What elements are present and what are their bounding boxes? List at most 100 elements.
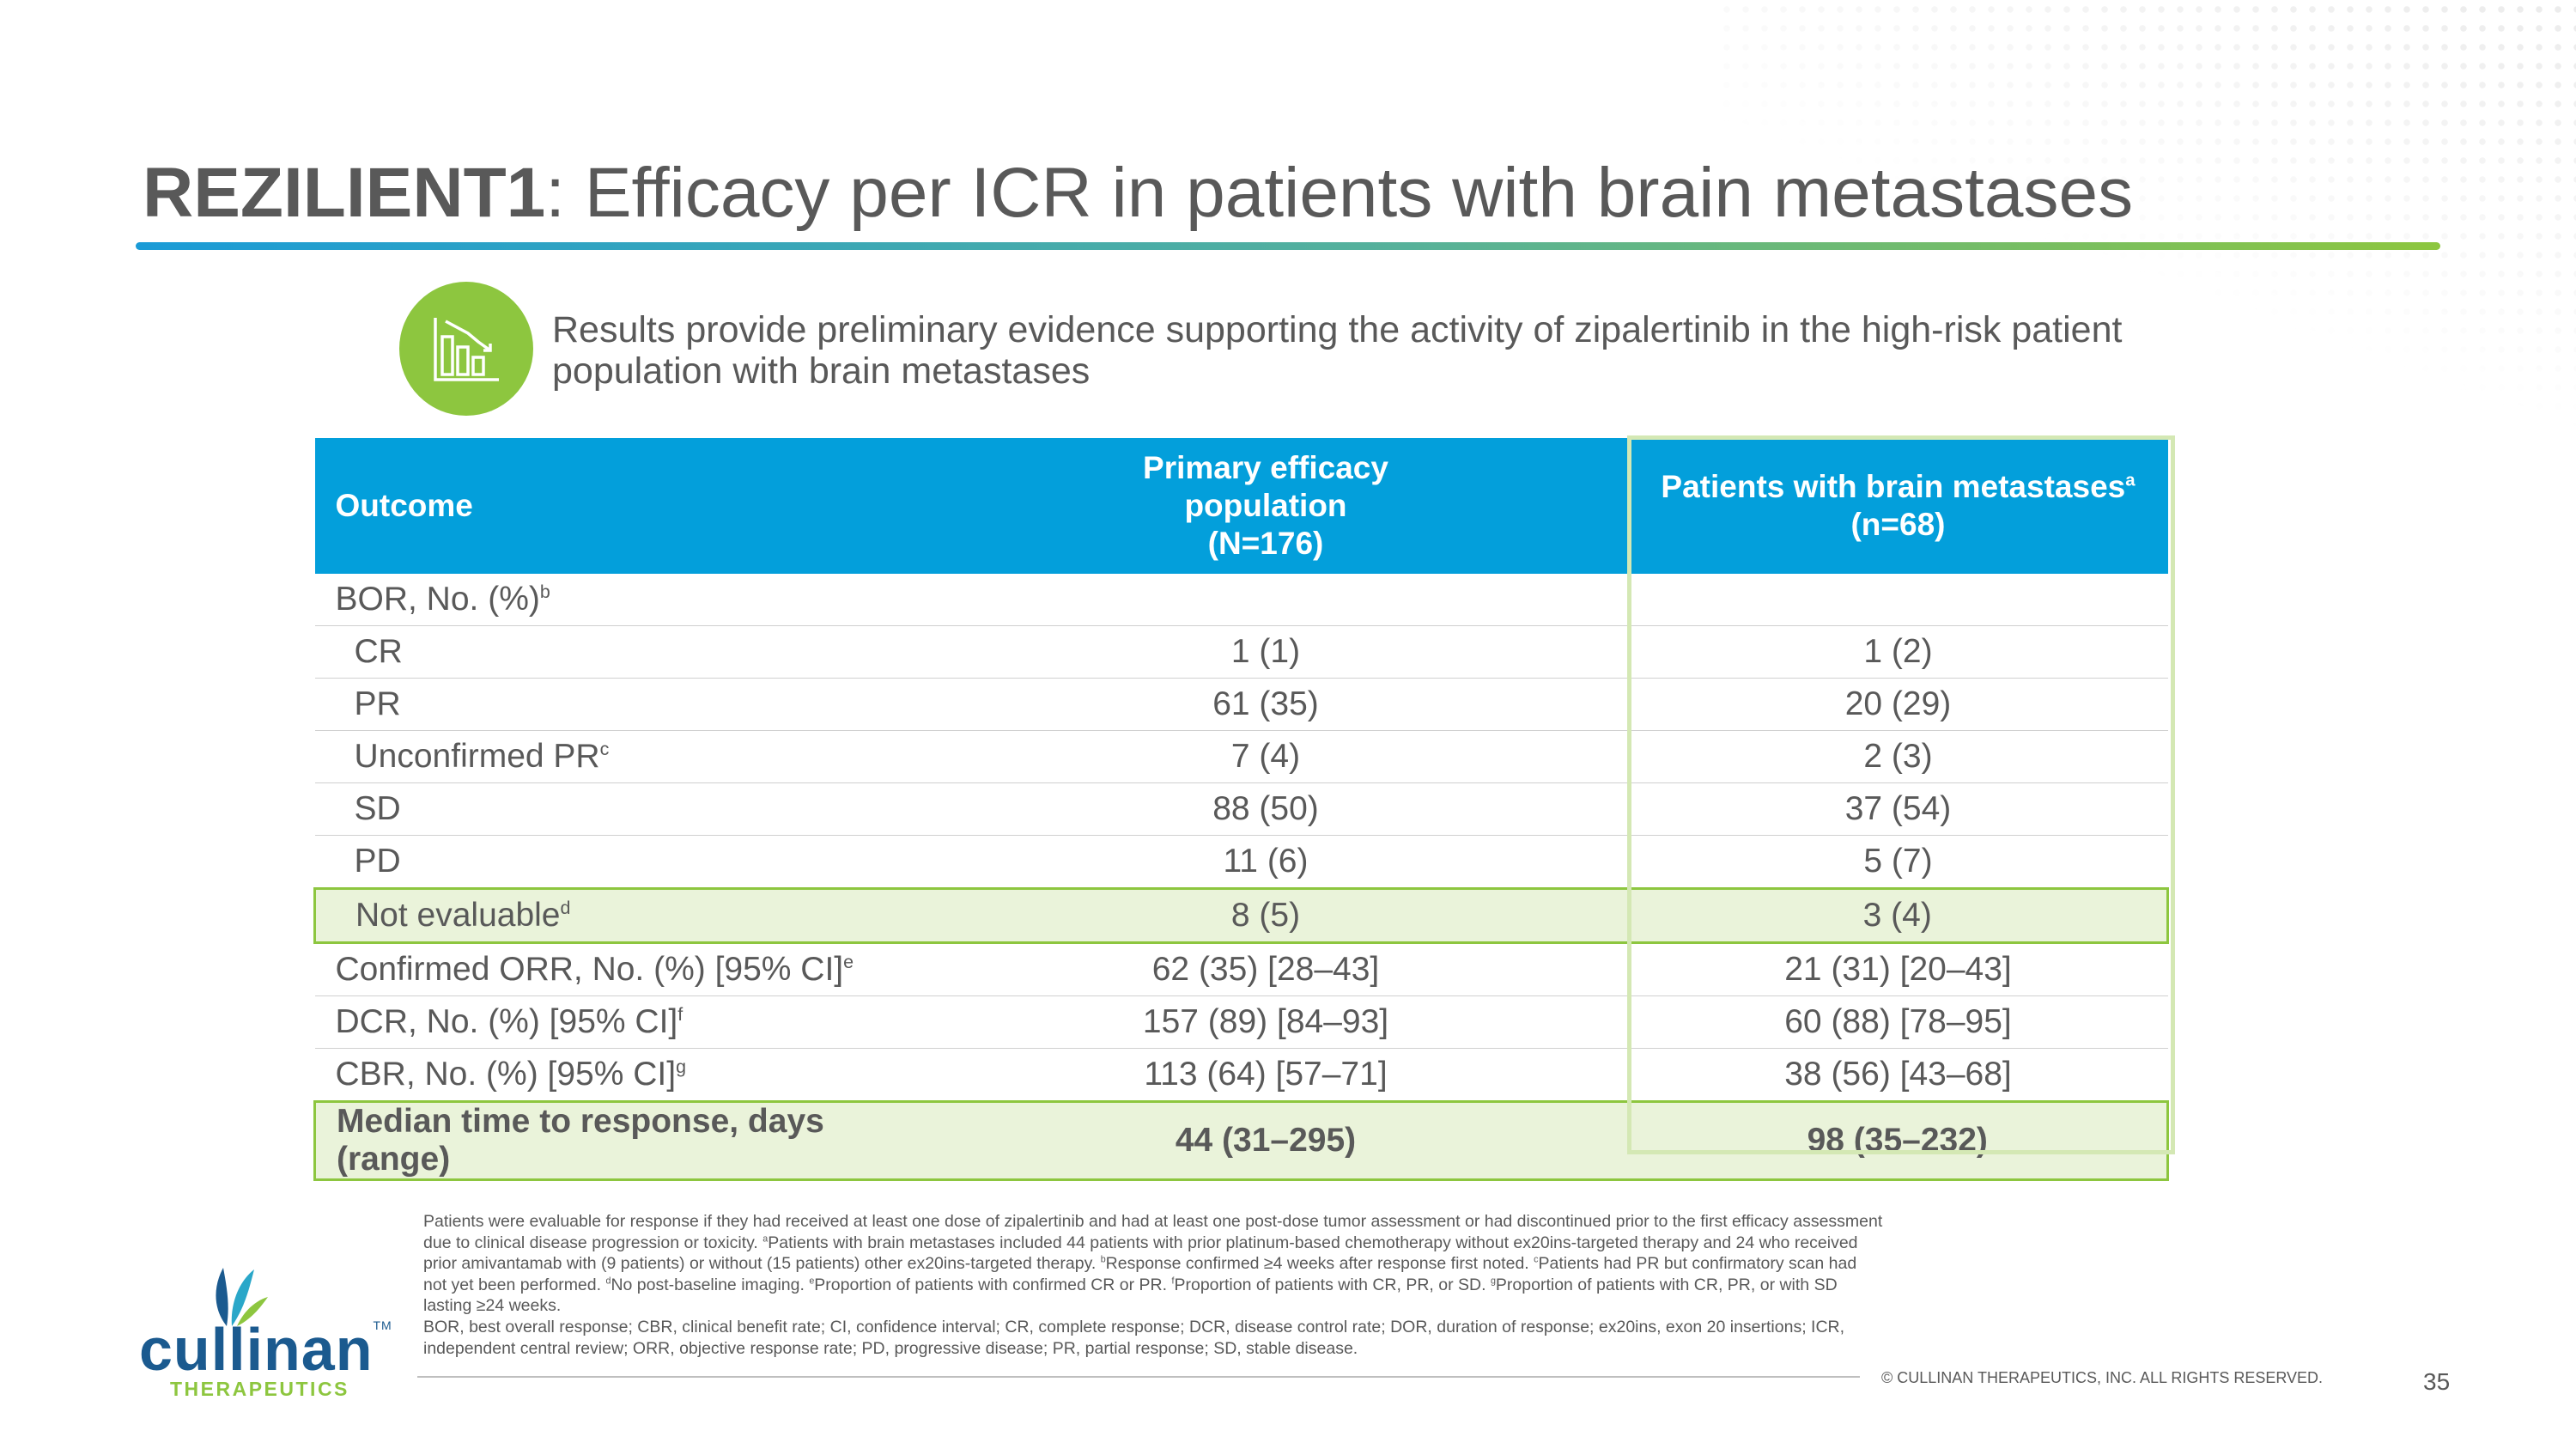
cell-brain: 2 (3) bbox=[1628, 730, 2168, 783]
cell-brain: 37 (54) bbox=[1628, 782, 2168, 836]
row-label-text: PD bbox=[354, 843, 401, 880]
row-label: Confirmed ORR, No. (%) [95% CI]e bbox=[314, 942, 903, 996]
logo-trademark: TM bbox=[373, 1318, 392, 1332]
footnote-text: Proportion of patients with confirmed CR… bbox=[814, 1275, 1172, 1294]
row-label: CBR, No. (%) [95% CI]g bbox=[314, 1048, 903, 1102]
footnote-text: Response confirmed ≥4 weeks after respon… bbox=[1105, 1254, 1534, 1274]
table-header-row: Outcome Primary efficacy population (N=1… bbox=[314, 438, 2168, 574]
footnote-sup: c bbox=[1534, 1254, 1539, 1265]
row-label-text: Unconfirmed PR bbox=[354, 738, 600, 775]
header-primary-line3: (N=176) bbox=[1207, 526, 1324, 561]
logo-name: cullinan bbox=[139, 1316, 374, 1383]
decorative-dot-pattern bbox=[1717, 0, 2576, 481]
key-message: Results provide preliminary evidence sup… bbox=[552, 309, 2123, 392]
table-row-unconfirmed-pr: Unconfirmed PRc 7 (4) 2 (3) bbox=[314, 730, 2168, 783]
footer-rule bbox=[417, 1376, 1860, 1378]
footnote-text: Proportion of patients with CR, PR, or S… bbox=[1174, 1275, 1491, 1294]
cell-primary: 1 (1) bbox=[902, 625, 1629, 679]
row-label-text: DCR, No. (%) [95% CI] bbox=[335, 1003, 678, 1040]
footnote-text: Patients with brain metastases included … bbox=[423, 1233, 1858, 1274]
footnote-text: Patients were evaluable for response if … bbox=[423, 1212, 1883, 1252]
table-row-pr: PR 61 (35) 20 (29) bbox=[314, 678, 2168, 731]
header-brain-line1: Patients with brain metastases bbox=[1661, 469, 2126, 504]
row-label-text: Not evaluable bbox=[355, 897, 561, 934]
cell-brain: 20 (29) bbox=[1628, 678, 2168, 731]
header-brain-sup: a bbox=[2125, 471, 2136, 490]
copyright-notice: © CULLINAN THERAPEUTICS, INC. ALL RIGHTS… bbox=[1881, 1369, 2324, 1386]
cell-primary bbox=[902, 574, 1629, 626]
cell-primary: 7 (4) bbox=[902, 730, 1629, 783]
footnotes: Patients were evaluable for response if … bbox=[423, 1211, 1883, 1359]
header-primary-population: Primary efficacy population (N=176) bbox=[902, 438, 1629, 574]
bar-chart-icon bbox=[399, 282, 533, 416]
footnote-text: No post-baseline imaging. bbox=[611, 1275, 810, 1294]
header-primary-line1: Primary efficacy bbox=[1143, 450, 1388, 485]
row-label-sup: g bbox=[676, 1056, 687, 1077]
row-label-sup: f bbox=[677, 1004, 683, 1025]
cullinan-logo: cullinanTM THERAPEUTICS bbox=[134, 1263, 392, 1400]
cell-brain: 5 (7) bbox=[1628, 835, 2168, 889]
header-brain-metastases: Patients with brain metastasesa (n=68) bbox=[1628, 438, 2168, 574]
row-label-text: CR bbox=[354, 633, 403, 670]
footnote-text: Proportion of patients with CR, PR, or w… bbox=[423, 1275, 1838, 1316]
cell-primary: 44 (31–295) bbox=[902, 1100, 1629, 1181]
row-label-sup: d bbox=[560, 898, 571, 918]
table-row-sd: SD 88 (50) 37 (54) bbox=[314, 782, 2168, 836]
cell-brain: 38 (56) [43–68] bbox=[1628, 1048, 2168, 1102]
row-label: CR bbox=[314, 625, 903, 679]
footnote-definitions: Patients were evaluable for response if … bbox=[423, 1211, 1883, 1317]
cell-brain: 21 (31) [20–43] bbox=[1628, 942, 2168, 996]
cell-primary: 113 (64) [57–71] bbox=[902, 1048, 1629, 1102]
table-row-median-time-to-response: Median time to response, days (range) 44… bbox=[313, 1100, 2169, 1181]
table-row-not-evaluable: Not evaluabled 8 (5) 3 (4) bbox=[313, 887, 2169, 944]
footnote-sup: b bbox=[1100, 1254, 1106, 1265]
logo-leaf-icon bbox=[216, 1268, 268, 1326]
table-row-cbr: CBR, No. (%) [95% CI]g 113 (64) [57–71] … bbox=[314, 1048, 2168, 1102]
cell-brain: 3 (4) bbox=[1628, 887, 2169, 944]
row-label: Unconfirmed PRc bbox=[314, 730, 903, 783]
header-outcome: Outcome bbox=[314, 438, 903, 574]
row-label: DCR, No. (%) [95% CI]f bbox=[314, 995, 903, 1049]
cell-brain: 1 (2) bbox=[1628, 625, 2168, 679]
title-description: : Efficacy per ICR in patients with brai… bbox=[545, 154, 2134, 232]
row-label-sup: b bbox=[539, 581, 550, 602]
table-row-confirmed-orr: Confirmed ORR, No. (%) [95% CI]e 62 (35)… bbox=[314, 942, 2168, 996]
row-label-text: SD bbox=[354, 790, 401, 827]
efficacy-table: Outcome Primary efficacy population (N=1… bbox=[313, 438, 2169, 1181]
row-label-text: Median time to response, days (range) bbox=[337, 1103, 824, 1178]
slide-title: REZILIENT1: Efficacy per ICR in patients… bbox=[143, 153, 2133, 234]
cell-brain: 60 (88) [78–95] bbox=[1628, 995, 2168, 1049]
footnote-sup: e bbox=[809, 1275, 815, 1287]
logo-subtitle: THERAPEUTICS bbox=[170, 1378, 349, 1400]
cell-brain: 98 (35–232) bbox=[1628, 1100, 2169, 1181]
cell-primary: 88 (50) bbox=[902, 782, 1629, 836]
cell-primary: 157 (89) [84–93] bbox=[902, 995, 1629, 1049]
row-label: Not evaluabled bbox=[313, 887, 903, 944]
cell-primary: 62 (35) [28–43] bbox=[902, 942, 1629, 996]
table-row-bor: BOR, No. (%)b bbox=[314, 574, 2168, 626]
cell-primary: 11 (6) bbox=[902, 835, 1629, 889]
table-row-pd: PD 11 (6) 5 (7) bbox=[314, 835, 2168, 889]
footnote-text: Patients had PR but confirmatory scan ha… bbox=[423, 1254, 1857, 1294]
row-label-text: CBR, No. (%) [95% CI] bbox=[335, 1056, 677, 1093]
footnote-sup: g bbox=[1490, 1275, 1496, 1287]
footnote-sup: d bbox=[605, 1275, 611, 1287]
header-primary-line2: population bbox=[1184, 488, 1347, 523]
page-number: 35 bbox=[2423, 1368, 2451, 1395]
title-trial-name: REZILIENT1 bbox=[143, 154, 546, 232]
header-brain-line2: (n=68) bbox=[1850, 507, 1946, 542]
cell-primary: 61 (35) bbox=[902, 678, 1629, 731]
footnote-abbreviations: BOR, best overall response; CBR, clinica… bbox=[423, 1317, 1845, 1358]
logo-wordmark: cullinanTM bbox=[139, 1319, 392, 1379]
title-gradient-rule bbox=[136, 242, 2440, 250]
cell-primary: 8 (5) bbox=[902, 887, 1629, 944]
row-label-text: PR bbox=[354, 685, 401, 722]
row-label: Median time to response, days (range) bbox=[313, 1100, 903, 1181]
footnote-sup: f bbox=[1171, 1275, 1175, 1287]
row-label: BOR, No. (%)b bbox=[314, 574, 903, 626]
row-label-text: Confirmed ORR, No. (%) [95% CI] bbox=[335, 951, 844, 988]
row-label: PD bbox=[314, 835, 903, 889]
table-row-dcr: DCR, No. (%) [95% CI]f 157 (89) [84–93] … bbox=[314, 995, 2168, 1049]
row-label-text: BOR, No. (%) bbox=[335, 581, 540, 618]
footnote-sup: a bbox=[762, 1233, 769, 1245]
